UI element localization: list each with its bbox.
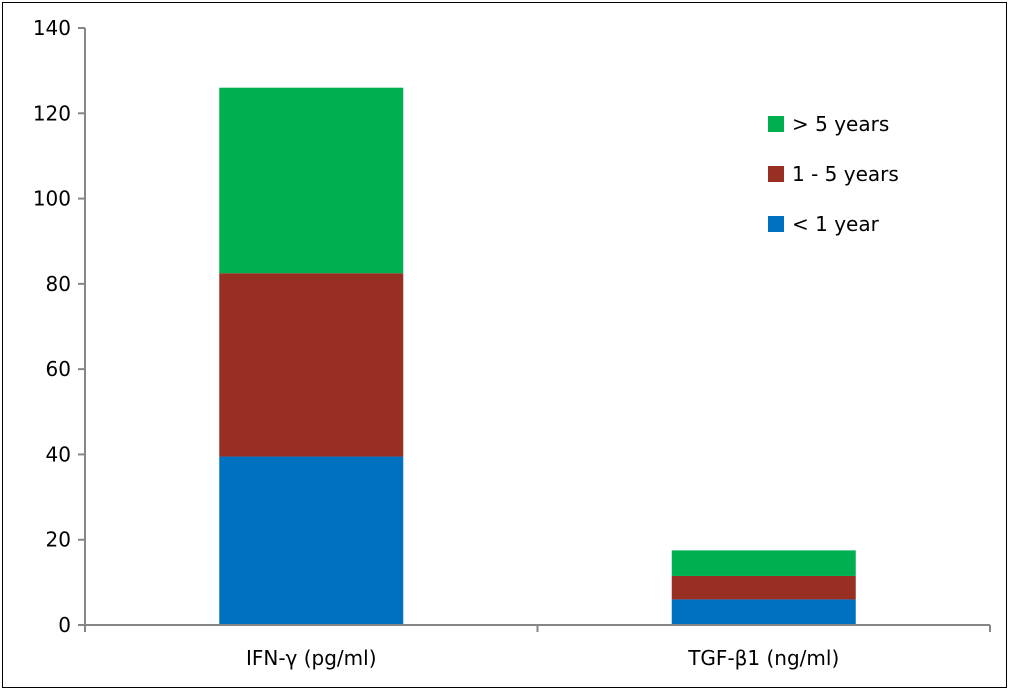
legend: > 5 years 1 - 5 years < 1 year (768, 112, 899, 236)
legend-swatch (768, 166, 784, 182)
bar-segment (671, 550, 856, 576)
bar-segment (219, 273, 404, 457)
bar-segment (219, 87, 404, 274)
y-tick-label: 120 (33, 101, 71, 125)
y-tick-label: 0 (58, 613, 71, 637)
bars-layer (219, 87, 856, 625)
x-category-label: IFN-γ (pg/ml) (246, 646, 377, 670)
ticks-layer (78, 27, 991, 632)
y-tick-label: 60 (46, 357, 71, 381)
y-tick-label: 20 (46, 528, 71, 552)
y-tick-label: 100 (33, 187, 71, 211)
legend-label: 1 - 5 years (792, 162, 899, 186)
labels-layer: 0 20 40 60 80 100 120 140 IFN-γ (pg/ml) TGF-β1 (n… (33, 16, 839, 670)
bar-segment (219, 456, 404, 625)
legend-swatch (768, 116, 784, 132)
legend-swatch (768, 216, 784, 232)
y-tick-label: 80 (46, 272, 71, 296)
bar-segment (671, 599, 856, 625)
y-tick-label: 140 (33, 16, 71, 40)
legend-label: > 5 years (792, 112, 889, 136)
legend-label: < 1 year (792, 212, 880, 236)
x-category-label: TGF-β1 (ng/ml) (687, 646, 839, 670)
y-tick-label: 40 (46, 442, 71, 466)
bar-segment (671, 575, 856, 600)
